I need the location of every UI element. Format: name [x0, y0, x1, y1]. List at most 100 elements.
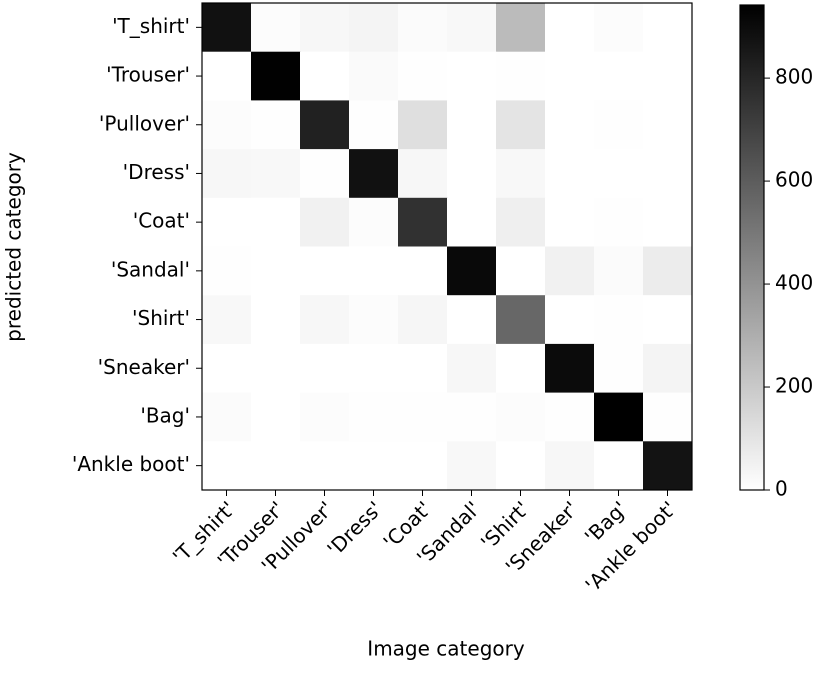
heatmap-cell: [202, 3, 252, 53]
heatmap-cell: [349, 441, 399, 491]
heatmap-cell: [202, 246, 252, 296]
heatmap-cell: [251, 149, 301, 199]
colorbar-tick-label: 800: [775, 65, 813, 89]
heatmap-cell: [643, 343, 693, 394]
heatmap-cell: [300, 51, 350, 101]
y-tick-label: 'Pullover': [99, 111, 190, 135]
y-tick-label: 'Shirt': [132, 306, 190, 330]
heatmap-cell: [496, 51, 546, 101]
heatmap-cell: [447, 441, 497, 491]
heatmap-cell: [202, 392, 252, 442]
heatmap-cell: [496, 343, 546, 394]
heatmap-cell: [594, 51, 644, 101]
heatmap-cell: [300, 100, 350, 150]
heatmap-cell: [496, 3, 546, 53]
heatmap-cell: [447, 100, 497, 150]
heatmap-cell: [349, 392, 399, 442]
heatmap-cell: [643, 3, 693, 53]
heatmap-cell: [643, 51, 693, 101]
heatmap-cell: [398, 295, 448, 345]
heatmap-cell: [545, 100, 595, 150]
heatmap-cell: [349, 295, 399, 345]
heatmap-cell: [545, 51, 595, 101]
heatmap-cell: [545, 441, 595, 491]
heatmap-cell: [496, 197, 546, 247]
heatmap-cell: [251, 3, 301, 53]
heatmap-cell: [594, 149, 644, 199]
heatmap-cell: [447, 295, 497, 345]
y-tick-label: 'Sandal': [111, 257, 190, 281]
colorbar: [739, 4, 765, 491]
heatmap-cell: [251, 51, 301, 101]
heatmap-cell: [251, 246, 301, 296]
x-tick-label: 'Dress': [322, 496, 387, 561]
heatmap-cell: [545, 149, 595, 199]
heatmap-cell: [349, 100, 399, 150]
heatmap-cell: [496, 149, 546, 199]
heatmap-cell: [349, 3, 399, 53]
heatmap-cell: [300, 392, 350, 442]
heatmap-cell: [398, 100, 448, 150]
y-tick-label: 'T_shirt': [112, 14, 190, 38]
heatmap-cell: [398, 392, 448, 442]
colorbar-tick-label: 400: [775, 271, 813, 295]
x-axis-label: Image category: [367, 637, 525, 661]
colorbar-tick-label: 0: [775, 477, 788, 501]
heatmap-cell: [202, 197, 252, 247]
heatmap-cell: [447, 3, 497, 53]
heatmap-cell: [594, 246, 644, 296]
heatmap-cell: [251, 441, 301, 491]
heatmap-cell: [202, 51, 252, 101]
heatmap-cell: [398, 343, 448, 394]
heatmap-cell: [300, 3, 350, 53]
heatmap-cell: [300, 197, 350, 247]
heatmap-cell: [643, 197, 693, 247]
y-tick-label: 'Ankle boot': [72, 452, 190, 476]
heatmap-cell: [545, 343, 595, 394]
heatmap-cell: [643, 100, 693, 150]
heatmap-cell: [202, 441, 252, 491]
heatmap-cell: [251, 392, 301, 442]
heatmap-cell: [251, 100, 301, 150]
heatmap-cell: [643, 246, 693, 296]
heatmap-cell: [447, 343, 497, 394]
heatmap-cell: [202, 343, 252, 394]
heatmap-cell: [202, 295, 252, 345]
heatmap-cell: [300, 343, 350, 394]
heatmap-cell: [545, 246, 595, 296]
y-axis-label: predicted category: [2, 152, 26, 342]
heatmap-cell: [496, 295, 546, 345]
heatmap-cell: [594, 392, 644, 442]
y-tick-label: 'Dress': [123, 160, 190, 184]
heatmap-cell: [594, 3, 644, 53]
heatmap-cell: [447, 197, 497, 247]
heatmap-cell: [300, 441, 350, 491]
heatmap-cell: [447, 392, 497, 442]
heatmap-cell: [545, 392, 595, 442]
heatmap-cell: [545, 3, 595, 53]
heatmap-cell: [496, 392, 546, 442]
heatmap-cell: [398, 3, 448, 53]
heatmap-cell: [594, 295, 644, 345]
colorbar-tick-label: 200: [775, 374, 813, 398]
heatmap-cell: [251, 197, 301, 247]
heatmap-cell: [594, 343, 644, 394]
heatmap-cell: [300, 246, 350, 296]
heatmap-cell: [202, 100, 252, 150]
heatmap-cell: [643, 441, 693, 491]
heatmap-cell: [496, 246, 546, 296]
heatmap-cell: [594, 441, 644, 491]
heatmap-cell: [349, 197, 399, 247]
heatmap-cell: [594, 100, 644, 150]
heatmap-cell: [594, 197, 644, 247]
heatmap-cell: [496, 441, 546, 491]
heatmap-cell: [643, 149, 693, 199]
y-tick-label: 'Coat': [133, 209, 190, 233]
heatmap-cell: [447, 149, 497, 199]
heatmap-cell: [349, 343, 399, 394]
y-tick-label: 'Bag': [140, 403, 190, 427]
colorbar-tick-label: 600: [775, 168, 813, 192]
heatmap-cell: [349, 149, 399, 199]
heatmap-cell: [643, 392, 693, 442]
